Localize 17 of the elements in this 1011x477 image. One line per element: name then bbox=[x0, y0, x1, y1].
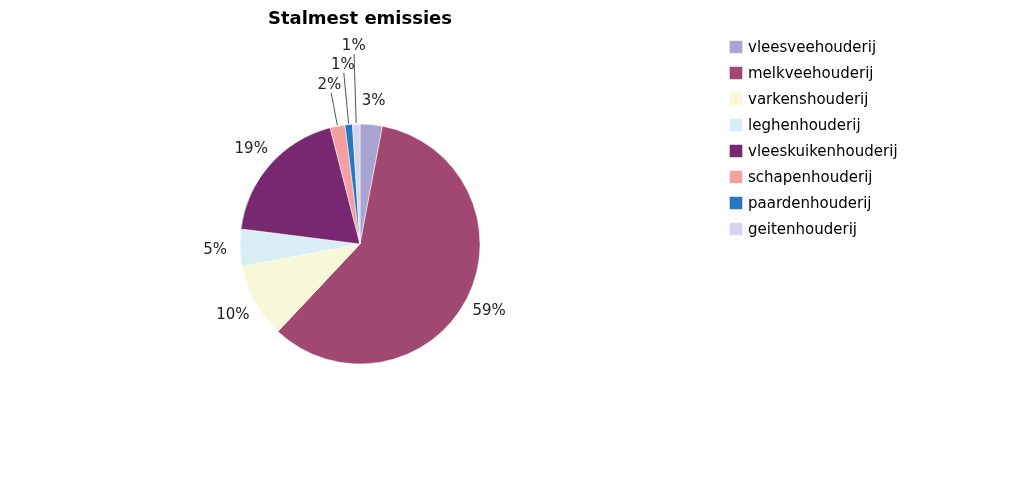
legend-label: vleeskuikenhouderij bbox=[748, 142, 898, 160]
legend-label: melkveehouderij bbox=[748, 64, 874, 82]
data-label: 5% bbox=[203, 239, 227, 258]
data-label: 3% bbox=[361, 90, 386, 109]
legend-label: varkenshouderij bbox=[748, 90, 869, 108]
data-label: 59% bbox=[472, 300, 506, 319]
chart-title: Stalmest emissies bbox=[267, 7, 453, 29]
legend-label: geitenhouderij bbox=[748, 220, 857, 238]
data-label: 1% bbox=[341, 36, 366, 55]
legend-label: paardenhouderij bbox=[748, 194, 872, 212]
legend-label: leghenhouderij bbox=[748, 116, 861, 134]
data-label: 19% bbox=[234, 139, 268, 158]
data-label: 10% bbox=[216, 304, 250, 323]
legend-label: schapenhouderij bbox=[748, 168, 873, 186]
data-label: 1% bbox=[331, 54, 355, 73]
legend-label: vleesveehouderij bbox=[748, 38, 877, 56]
data-label: 2% bbox=[317, 74, 342, 93]
